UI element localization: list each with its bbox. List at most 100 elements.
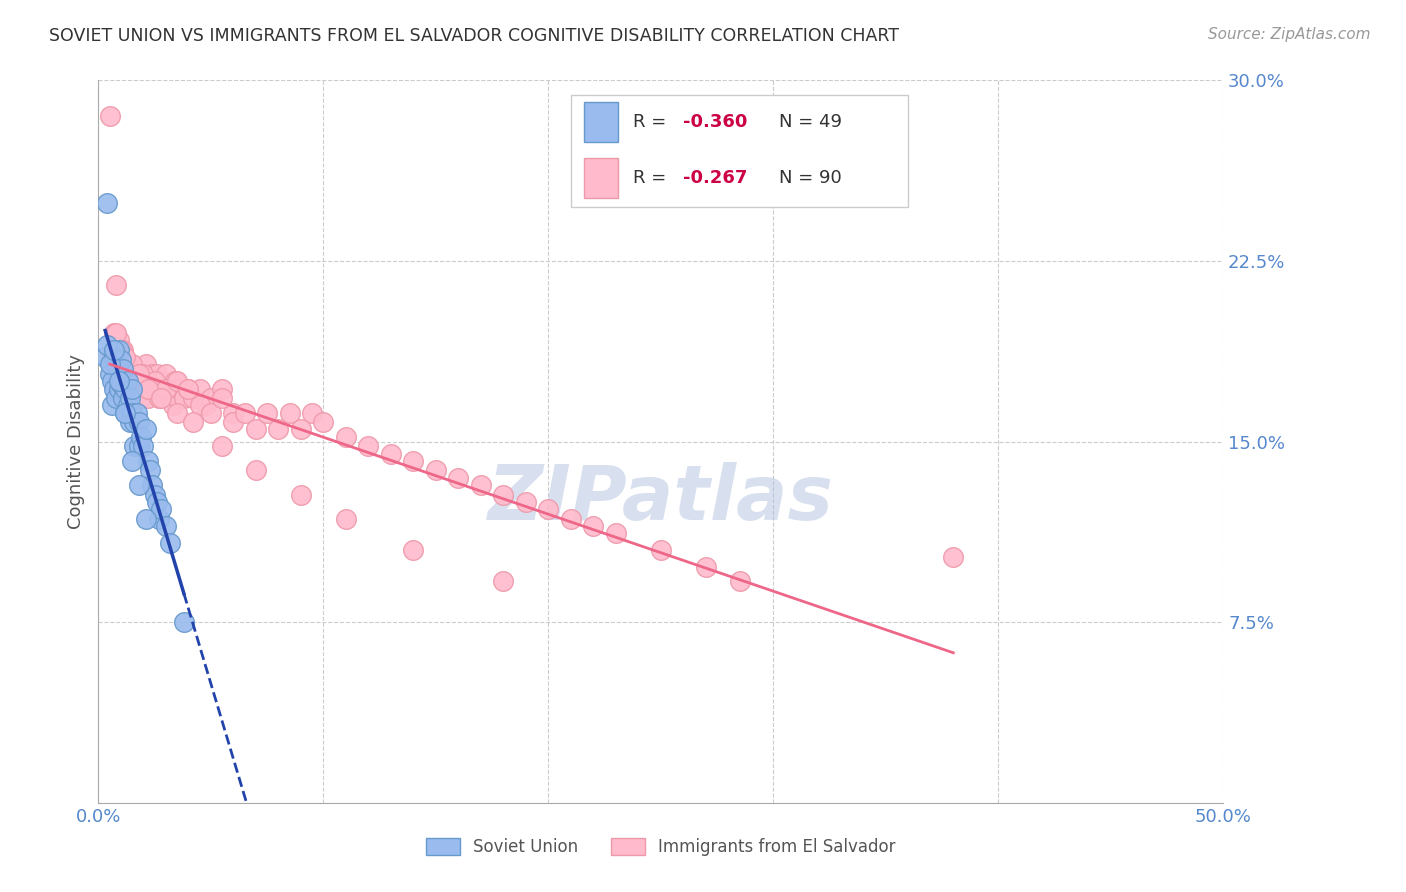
Text: SOVIET UNION VS IMMIGRANTS FROM EL SALVADOR COGNITIVE DISABILITY CORRELATION CHA: SOVIET UNION VS IMMIGRANTS FROM EL SALVA… [49,27,900,45]
Point [245,422,267,436]
Point [128,415,150,429]
Point [159,535,181,549]
Point [162,398,184,412]
Point [141,367,163,381]
Y-axis label: Cognitive Disability: Cognitive Disability [66,354,84,529]
Point [166,406,188,420]
Point [132,374,155,388]
Point [515,494,537,508]
Point [650,542,672,557]
Point [136,391,159,405]
Point [159,391,181,405]
Point [114,382,136,396]
Point [117,398,139,412]
Point [222,415,245,429]
Point [136,454,159,468]
Point [188,398,211,412]
Text: N = 49: N = 49 [779,113,842,131]
Point [200,391,222,405]
Point [129,391,152,405]
Point [267,422,290,436]
Point [124,439,146,453]
Point [200,406,222,420]
Point [118,415,141,429]
Point [118,391,141,405]
Point [107,374,129,388]
Point [135,422,157,436]
Text: R =: R = [633,113,672,131]
Point [114,374,136,388]
Point [136,382,159,396]
Point [124,374,146,388]
Point [166,374,188,388]
Point [278,406,301,420]
Point [211,391,233,405]
Point [148,391,170,405]
Point [121,358,143,372]
Point [492,487,515,501]
Point [143,487,166,501]
Point [96,196,118,211]
Point [117,358,139,372]
Point [942,550,965,565]
Point [98,109,121,123]
Point [124,415,146,429]
Text: ZIPatlas: ZIPatlas [488,462,834,536]
Point [105,277,128,292]
Point [103,343,125,357]
Point [211,382,233,396]
Point [103,326,125,340]
Text: -0.267: -0.267 [683,169,748,186]
Point [402,454,425,468]
Point [121,382,143,396]
Point [447,470,470,484]
Point [222,406,245,420]
Point [118,382,141,396]
Point [112,391,135,405]
Point [290,487,312,501]
Point [96,338,118,352]
FancyBboxPatch shape [571,95,908,207]
Point [128,439,150,453]
Point [125,382,148,396]
Point [105,358,128,372]
Point [112,343,135,357]
Point [107,382,129,396]
Point [114,406,136,420]
Point [110,343,132,357]
Point [301,406,323,420]
Point [129,430,152,444]
Point [335,511,357,525]
Point [492,574,515,589]
Text: Source: ZipAtlas.com: Source: ZipAtlas.com [1208,27,1371,42]
Point [101,374,124,388]
Point [121,454,143,468]
FancyBboxPatch shape [585,158,619,198]
Point [94,350,117,364]
Point [150,374,173,388]
Point [245,463,267,477]
Point [256,406,278,420]
Point [110,376,132,391]
Legend: Soviet Union, Immigrants from El Salvador: Soviet Union, Immigrants from El Salvado… [419,831,903,863]
Point [173,391,195,405]
Point [139,382,162,396]
Point [121,406,143,420]
Point [139,463,162,477]
Point [233,406,256,420]
Point [103,350,125,364]
Point [152,382,174,396]
Point [402,542,425,557]
Point [128,367,150,381]
Point [146,367,169,381]
Point [135,511,157,525]
Point [98,367,121,381]
Point [335,430,357,444]
Text: N = 90: N = 90 [779,169,842,186]
Text: -0.360: -0.360 [683,113,748,131]
Point [110,367,132,381]
Text: R =: R = [633,169,672,186]
Point [114,406,136,420]
Point [103,382,125,396]
Point [312,415,335,429]
